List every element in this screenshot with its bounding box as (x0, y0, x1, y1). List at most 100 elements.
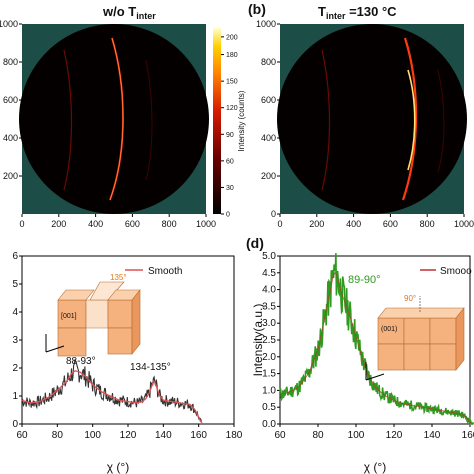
diffraction-arc-bright (407, 69, 416, 171)
colorbar-tick-label: 90 (226, 132, 234, 139)
cube-tilted (85, 299, 109, 329)
y-tick-label: 2.5 (262, 335, 276, 346)
x-tick-label: 60 (16, 430, 28, 441)
diffraction-arc-core (109, 37, 124, 201)
detector-disk (19, 24, 209, 214)
panel-c-annotation-left: 88-93° (66, 356, 96, 367)
y-tick-label: 3 (12, 335, 18, 346)
panel-c-smooth-series (21, 370, 203, 424)
cube-top (377, 307, 465, 319)
axis-arrow-right (365, 373, 385, 381)
y-tick-label: 400 (3, 133, 18, 143)
panel-c-inset-angle: 135° (110, 273, 127, 282)
x-tick-label: 800 (162, 219, 177, 229)
colorbar-ticks: 0 30 60 90 120 150 180 200 (221, 34, 238, 219)
x-tick-label: 1000 (454, 219, 474, 229)
x-tick-label: 400 (346, 219, 361, 229)
x-tick-label: 180 (226, 430, 243, 441)
panel-d-ylabel: Intensity(a.u.) (251, 304, 265, 377)
x-tick-label: 140 (424, 430, 441, 441)
panel-d-legend: Smooo (440, 266, 472, 277)
panel-c-annotation-right: 134-135° (130, 362, 171, 373)
x-tick-label: 160 (462, 430, 474, 441)
y-tick-label: 2 (12, 363, 18, 374)
y-tick-label: 400 (261, 133, 276, 143)
y-tick-label: 1000 (0, 19, 18, 29)
panel-c-inset-cubes: 135° [001] (45, 273, 141, 357)
x-tick-label: 80 (312, 430, 324, 441)
cube (57, 299, 87, 329)
y-tick-label: 3.0 (262, 318, 276, 329)
cube (403, 343, 431, 371)
diffraction-arc-inner (63, 49, 73, 191)
y-tick-label: 0 (271, 209, 276, 219)
y-tick-label: 0 (12, 419, 18, 430)
x-tick-label: 1000 (196, 219, 216, 229)
detector-disk (277, 24, 467, 214)
y-tick-label: 1.0 (262, 385, 276, 396)
y-tick-label: 4.0 (262, 285, 276, 296)
colorbar-tick-label: 180 (226, 52, 238, 59)
panel-d-inset-angle: 90° (404, 294, 416, 303)
x-tick-label: 200 (51, 219, 66, 229)
x-tick-label: 600 (383, 219, 398, 229)
x-tick-label: 80 (52, 430, 64, 441)
diffraction-arc-inner (321, 49, 331, 191)
x-tick-label: 140 (155, 430, 172, 441)
cube (429, 317, 457, 345)
panel-b-axes: 0 200 400 600 800 1000 0 200 400 600 800 1000 (256, 19, 474, 229)
x-tick-label: 100 (348, 430, 365, 441)
y-tick-label: 1 (12, 391, 18, 402)
y-tick-label: 5.0 (262, 251, 276, 262)
colorbar-tick-label: 150 (226, 79, 238, 86)
cube (429, 343, 457, 371)
panel-d-axes: 60 80 100 120 140 160 0.0 0.5 1.0 1.5 2.0 2.5 3.0 3.5… (262, 251, 474, 441)
colorbar: 0 30 60 90 120 150 180 200 Intensity (counts) (213, 28, 246, 219)
panel-a-title: w/o Tinter (102, 4, 156, 21)
panel-d-smooth-series (280, 271, 474, 425)
y-tick-label: 4.5 (262, 268, 276, 279)
panel-c-xlabel: χ (°) (107, 460, 129, 474)
cube-top-tilted (89, 281, 125, 301)
panel-b-label: (b) (248, 1, 266, 17)
panel-d-xlabel: χ (°) (364, 460, 386, 474)
y-tick-label: 1000 (256, 19, 276, 29)
y-tick-label: 0.0 (262, 419, 276, 430)
x-tick-label: 60 (274, 430, 286, 441)
colorbar-scale (213, 28, 221, 214)
panel-c-legend: Smooth (148, 266, 182, 277)
x-tick-label: 600 (125, 219, 140, 229)
cube (377, 343, 405, 371)
diffraction-arc-outer (145, 59, 153, 181)
colorbar-tick-label: 60 (226, 158, 234, 165)
y-tick-label: 200 (3, 171, 18, 181)
panel-c: 60 80 100 120 140 160 180 0 1 2 3 4 5 6 Smooth 135° [… (12, 251, 242, 474)
colorbar-tick-label: 0 (226, 212, 230, 219)
panel-d-inset-facet: (001) (381, 326, 397, 333)
x-tick-label: 0 (277, 219, 282, 229)
cube (377, 317, 405, 345)
cube (403, 317, 431, 345)
x-tick-label: 120 (120, 430, 137, 441)
panel-a: w/o Tinter 0 200 400 600 800 1000 200 400 600 800… (0, 4, 216, 229)
x-tick-label: 120 (386, 430, 403, 441)
diffraction-arc-main (401, 37, 418, 201)
x-tick-label: 200 (309, 219, 324, 229)
panel-b-title: Tinter =130 °C (318, 4, 397, 21)
panel-d-inset-cubes: 90° (001) (365, 294, 465, 381)
y-tick-label: 800 (3, 57, 18, 67)
x-tick-label: 800 (420, 219, 435, 229)
panel-c-raw-series (21, 358, 203, 423)
panel-d-label: (d) (246, 235, 264, 251)
x-tick-label: 100 (84, 430, 101, 441)
y-tick-label: 5 (12, 279, 18, 290)
y-tick-label: 1.5 (262, 369, 276, 380)
y-tick-label: 800 (261, 57, 276, 67)
cube (107, 299, 133, 329)
panel-a-axes: 0 200 400 600 800 1000 200 400 600 800 1000 (0, 19, 216, 229)
panel-c-axes: 60 80 100 120 140 160 180 0 1 2 3 4 5 6 (12, 251, 242, 441)
y-tick-label: 2.0 (262, 352, 276, 363)
y-tick-label: 6 (12, 251, 18, 262)
diffraction-arc-outer (437, 69, 445, 173)
